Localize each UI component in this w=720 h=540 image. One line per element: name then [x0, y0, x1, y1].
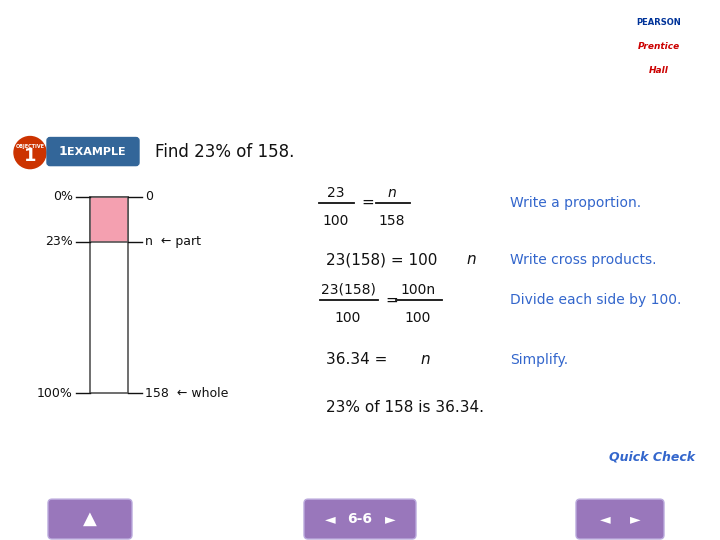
Text: ▲: ▲: [83, 510, 97, 528]
Text: ►: ►: [384, 512, 395, 526]
Text: 1: 1: [58, 145, 68, 158]
Text: Quick Check: Quick Check: [609, 451, 695, 464]
Text: 100: 100: [323, 214, 349, 228]
Text: =: =: [386, 292, 398, 307]
Text: ►: ►: [630, 512, 640, 526]
Text: n: n: [387, 186, 397, 200]
Text: MAIN MENU: MAIN MENU: [53, 485, 127, 495]
FancyBboxPatch shape: [48, 499, 132, 539]
Text: ◄: ◄: [600, 512, 611, 526]
Text: n  ← part: n ← part: [145, 235, 201, 248]
Text: Proportions and Percents: Proportions and Percents: [14, 24, 335, 44]
Text: PRE-ALGEBRA LESSON 6-6: PRE-ALGEBRA LESSON 6-6: [14, 70, 158, 80]
Text: n: n: [420, 353, 430, 368]
Text: PAGE: PAGE: [613, 485, 647, 495]
Text: Write cross products.: Write cross products.: [510, 253, 657, 267]
Text: 0%: 0%: [53, 190, 73, 203]
Text: ◄: ◄: [325, 512, 336, 526]
Text: EXAMPLE: EXAMPLE: [67, 146, 125, 157]
Text: 23: 23: [328, 186, 345, 200]
Text: 100: 100: [335, 311, 361, 325]
Bar: [90, 197, 128, 393]
Text: Write a proportion.: Write a proportion.: [510, 195, 641, 210]
Text: Find 23% of 158.: Find 23% of 158.: [155, 143, 294, 160]
Text: Prentice: Prentice: [638, 42, 680, 51]
Text: 23(158) = 100: 23(158) = 100: [326, 252, 437, 267]
FancyBboxPatch shape: [304, 499, 416, 539]
Text: 23% of 158 is 36.34.: 23% of 158 is 36.34.: [326, 400, 484, 415]
Text: 100%: 100%: [37, 387, 73, 400]
FancyBboxPatch shape: [47, 138, 139, 166]
Text: 23(158): 23(158): [320, 283, 375, 297]
Circle shape: [14, 137, 46, 168]
Text: 0: 0: [145, 190, 153, 203]
Text: PEARSON: PEARSON: [636, 18, 681, 27]
Text: Simplify.: Simplify.: [510, 353, 568, 367]
Text: 23%: 23%: [45, 235, 73, 248]
Text: Hall: Hall: [649, 66, 669, 75]
Text: 100n: 100n: [400, 283, 436, 297]
Text: 158: 158: [379, 214, 405, 228]
Text: 158  ← whole: 158 ← whole: [145, 387, 228, 400]
Text: 1: 1: [24, 146, 36, 165]
Text: 100: 100: [405, 311, 431, 325]
Text: Divide each side by 100.: Divide each side by 100.: [510, 293, 681, 307]
Text: LESSON: LESSON: [336, 485, 384, 495]
Text: 36.34 =: 36.34 =: [326, 353, 392, 368]
Bar: [90, 197, 128, 242]
FancyBboxPatch shape: [576, 499, 664, 539]
Text: n: n: [466, 252, 476, 267]
Text: 6-6: 6-6: [348, 512, 372, 526]
Text: OBJECTIVE: OBJECTIVE: [16, 144, 45, 149]
Text: Additional Examples: Additional Examples: [11, 102, 153, 115]
Text: =: =: [361, 195, 374, 210]
